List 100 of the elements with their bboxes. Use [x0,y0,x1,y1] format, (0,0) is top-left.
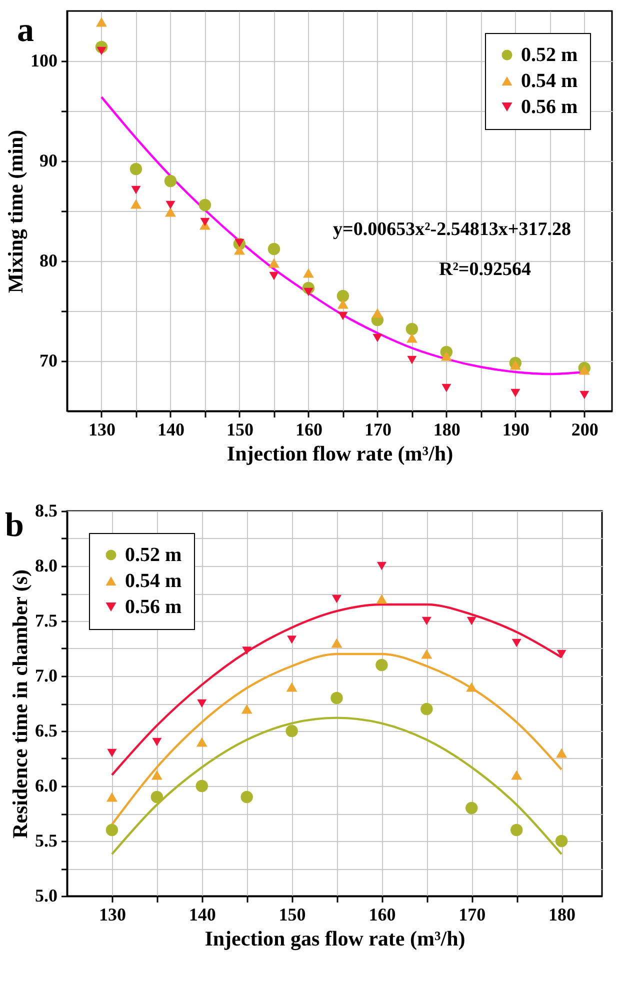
point [106,824,118,836]
point [406,333,418,343]
y-tick-label: 70 [40,350,58,370]
point [466,616,476,626]
point [337,299,348,309]
point [107,748,117,758]
legend-label: 0.54 m [125,570,182,592]
x-tick-label: 140 [188,904,216,924]
y-tick-label: 8.5 [35,500,58,520]
point [268,258,280,268]
point [330,692,343,704]
point [286,724,298,738]
point [336,290,350,302]
legend-label: 0.56 m [125,596,182,618]
point [240,790,253,804]
x-tick-label: 150 [278,904,306,924]
point [286,682,298,692]
point [510,388,520,398]
point [332,594,342,604]
point [304,288,314,296]
point [150,790,164,804]
x-tick-label: 200 [571,420,598,440]
point [580,390,590,400]
point [440,351,452,361]
point [151,770,162,780]
point [420,702,433,716]
point [331,638,342,648]
point [556,748,568,758]
point [196,780,208,792]
point [556,650,566,658]
y-tick-label: 5.5 [35,830,58,850]
y-tick-label: 5.0 [35,886,58,906]
point [198,198,212,212]
point [338,312,348,320]
point [376,594,388,604]
x-tick-label: 160 [368,904,396,924]
annotation: R²=0.92564 [439,259,532,280]
point [164,174,177,188]
legend-label: 0.54 m [521,70,578,92]
point [287,636,297,644]
point [466,802,478,814]
point [269,272,279,280]
point [407,356,417,364]
point [555,834,568,848]
point [442,384,452,392]
point [96,46,106,56]
y-tick-label: 90 [40,150,58,170]
point [234,238,244,248]
x-tick-label: 130 [98,904,126,924]
point [234,245,245,255]
point [165,207,176,217]
point [166,200,176,210]
point [510,360,521,370]
legend-label: 0.56 m [521,96,578,118]
point [372,308,383,318]
legend-label: 0.52 m [125,544,182,566]
annotation: y=0.00653x²-2.54813x+317.28 [333,219,571,240]
x-tick-label: 160 [295,420,322,440]
point [200,218,210,226]
y-tick-label: 7.5 [35,610,58,630]
x-axis-title: Injection flow rate (m³/h) [226,442,454,466]
point [510,824,523,836]
y-tick-label: 80 [40,250,58,270]
point [302,268,314,278]
point [130,199,142,209]
point [131,186,141,194]
text: b [5,507,24,544]
y-tick-label: 100 [30,50,58,70]
y-axis-title: Mixing time (min) [4,130,28,294]
point [241,704,252,714]
point [197,699,207,708]
point [578,365,590,375]
point [96,17,107,27]
point [268,242,280,256]
y-axis-title: Residence time in chamber (s) [8,569,32,839]
point [422,616,432,626]
point [196,737,208,747]
point [406,322,418,336]
point [242,646,252,655]
point [421,649,432,659]
y-tick-label: 6.5 [35,720,58,740]
point [512,638,522,648]
point [466,682,478,692]
y-tick-label: 7.0 [35,666,58,686]
text: a [17,12,34,49]
y-tick-label: 8.0 [35,556,58,576]
x-tick-label: 190 [502,420,530,440]
point [106,792,118,802]
point [376,562,386,570]
point [511,770,522,780]
x-tick-label: 150 [226,420,254,440]
x-tick-label: 170 [364,420,392,440]
y-tick-label: 6.0 [35,776,58,796]
x-axis-title: Injection gas flow rate (m³/h) [204,926,466,950]
x-tick-label: 140 [157,420,184,440]
point [372,334,382,342]
point [152,738,162,746]
x-tick-label: 180 [433,420,460,440]
point [376,658,388,672]
x-tick-label: 180 [548,904,576,924]
